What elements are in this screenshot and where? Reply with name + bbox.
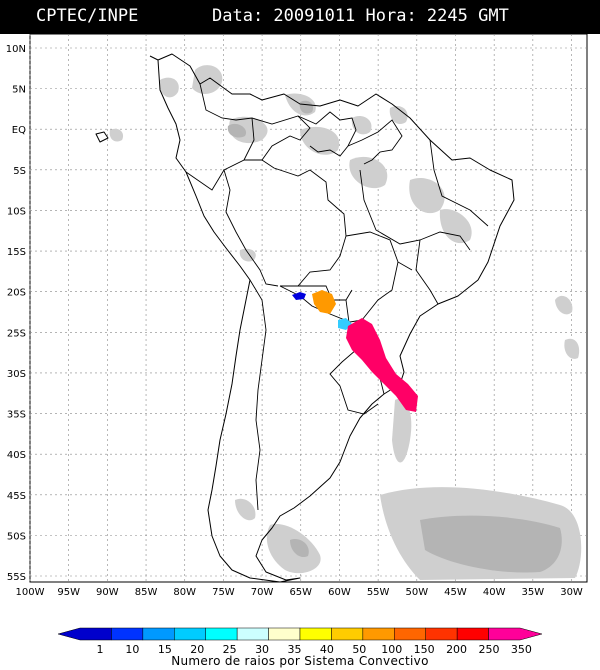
lon-tick-label: 75W (212, 587, 235, 598)
lon-tick-label: 35W (522, 587, 545, 598)
lat-tick-label: EQ (12, 125, 26, 136)
legend-values: 1 10 15 20 25 30 35 40 50 100 150 200 250 350 (97, 643, 532, 656)
legend-color-6 (268, 627, 301, 641)
lat-tick-label: 20S (7, 288, 26, 299)
lon-tick-label: 30W (560, 587, 583, 598)
cloud-cover-dense (227, 100, 562, 573)
legend-value-label: 50 (352, 643, 366, 656)
legend-color-13 (488, 627, 543, 641)
legend-value-label: 15 (158, 643, 172, 656)
lightning-system-blue (292, 292, 306, 300)
legend-value-label: 350 (511, 643, 532, 656)
lat-tick-label: 50S (7, 531, 26, 542)
lat-tick-label: 10N (6, 44, 26, 55)
lat-tick-label: 15S (7, 247, 26, 258)
lon-tick-label: 80W (173, 587, 196, 598)
source-label: CPTEC/INPE (36, 6, 139, 26)
lon-tick-label: 60W (328, 587, 351, 598)
legend-caption: Numero de raios por Sistema Convectivo (171, 654, 429, 668)
legend-value-label: 40 (320, 643, 334, 656)
legend-value-label: 30 (255, 643, 269, 656)
lat-tick-label: 25S (7, 328, 26, 339)
legend-value-label: 25 (223, 643, 237, 656)
lightning-system-orange (312, 290, 336, 314)
lon-tick-label: 85W (135, 587, 158, 598)
legend-color-9 (362, 627, 395, 641)
legend-color-11 (425, 627, 458, 641)
lat-tick-label: 55S (7, 572, 26, 583)
legend-value-label: 200 (446, 643, 467, 656)
lon-tick-label: 65W (289, 587, 312, 598)
lat-tick-label: 10S (7, 206, 26, 217)
lon-tick-label: 90W (96, 587, 119, 598)
lightning-map: 10N5NEQ5S10S15S20S25S30S35S40S45S50S55S … (6, 34, 588, 656)
map-header: CPTEC/INPE Data: 20091011 Hora: 2245 GMT (0, 0, 600, 34)
lon-tick-label: 70W (251, 587, 274, 598)
legend-color-0 (57, 627, 112, 641)
lat-tick-label: 35S (7, 410, 26, 421)
lat-tick-label: 45S (7, 491, 26, 502)
legend-value-label: 150 (414, 643, 435, 656)
legend-colorbar (57, 627, 543, 641)
coastlines (95, 53, 515, 583)
legend-color-10 (394, 627, 426, 641)
longitude-labels: 100W 95W 90W 85W 80W 75W 70W 65W 60W 55W 50W 45W 40W… (16, 587, 583, 598)
latitude-labels: 10N 5N EQ 5S 10S 15S 20S 25S 30S 35S 40S 45S 50S 55S (6, 44, 26, 583)
lat-tick-label: 5S (13, 166, 26, 177)
lon-tick-label: 50W (405, 587, 428, 598)
legend-value-label: 10 (125, 643, 139, 656)
lon-tick-label: 95W (57, 587, 80, 598)
legend-value-label: 250 (478, 643, 499, 656)
lat-tick-label: 5N (12, 85, 26, 96)
legend-color-7 (299, 627, 332, 641)
legend-color-4 (205, 627, 238, 641)
lon-tick-label: 55W (367, 587, 390, 598)
lon-tick-label: 100W (16, 587, 45, 598)
legend-color-2 (142, 627, 175, 641)
legend-color-8 (331, 627, 364, 641)
legend-value-label: 20 (190, 643, 204, 656)
lat-tick-label: 30S (7, 369, 26, 380)
legend-color-12 (456, 627, 489, 641)
legend-color-5 (236, 627, 269, 641)
legend-value-label: 1 (97, 643, 104, 656)
legend-value-label: 100 (381, 643, 402, 656)
legend-color-1 (111, 627, 144, 641)
datetime-label: Data: 20091011 Hora: 2245 GMT (212, 6, 509, 26)
lon-tick-label: 40W (483, 587, 506, 598)
lightning-system-magenta (346, 318, 418, 412)
lat-tick-label: 40S (7, 450, 26, 461)
lon-tick-label: 45W (444, 587, 467, 598)
legend-color-3 (174, 627, 206, 641)
legend-value-label: 35 (287, 643, 301, 656)
lightning-systems (292, 290, 418, 412)
